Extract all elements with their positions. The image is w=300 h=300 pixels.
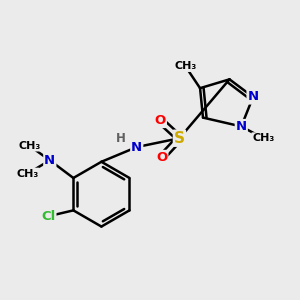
Text: CH₃: CH₃ <box>252 133 274 143</box>
Text: N: N <box>236 120 247 133</box>
Text: CH₃: CH₃ <box>18 141 40 151</box>
Text: H: H <box>116 132 125 145</box>
Text: CH₃: CH₃ <box>174 61 196 71</box>
Text: CH₃: CH₃ <box>16 169 39 178</box>
Text: N: N <box>248 91 259 103</box>
Text: O: O <box>156 151 167 164</box>
Text: N: N <box>44 154 56 167</box>
Text: Cl: Cl <box>41 210 56 223</box>
Text: S: S <box>174 131 185 146</box>
Text: N: N <box>131 141 142 154</box>
Text: O: O <box>155 114 166 127</box>
